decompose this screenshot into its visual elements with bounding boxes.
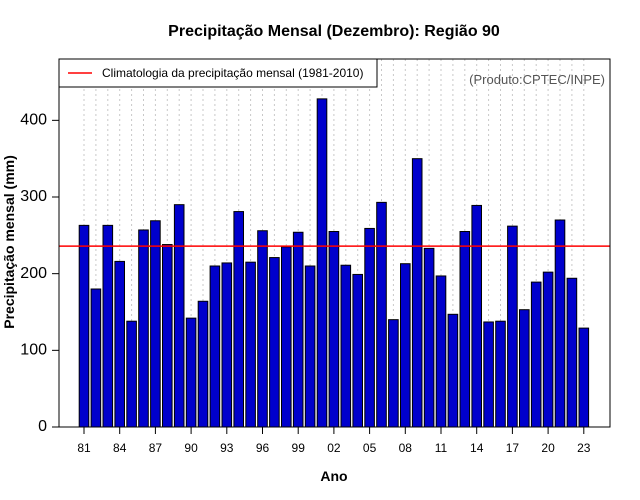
bar-1994 <box>233 211 244 428</box>
bar-2008 <box>400 263 411 428</box>
x-tick-label: 81 <box>77 441 91 455</box>
bar-2010 <box>423 247 435 428</box>
x-tick-label: 23 <box>577 441 591 455</box>
product-credit: (Produto:CPTEC/INPE) <box>469 72 605 87</box>
y-tick-label: 400 <box>20 112 47 129</box>
bar-1990 <box>185 317 197 428</box>
bar-2005 <box>364 227 375 428</box>
x-axis: 81 84 87 90 93 96 99 02 05 08 11 14 17 20 23 <box>77 427 591 455</box>
bar-1988 <box>162 244 173 428</box>
bar-2000 <box>304 265 316 428</box>
bar-1986 <box>138 229 149 428</box>
x-tick-label: 14 <box>470 441 484 455</box>
x-tick-label: 17 <box>506 441 520 455</box>
bar-1997 <box>269 257 280 428</box>
x-axis-label: Ano <box>320 468 347 484</box>
y-tick-label: 0 <box>38 418 47 435</box>
bar-2019 <box>530 281 542 428</box>
bar-2014 <box>471 204 482 428</box>
bar-1995 <box>245 261 256 428</box>
chart-title: Precipitação Mensal (Dezembro): Região 9… <box>168 23 500 40</box>
bar-1984 <box>114 260 126 428</box>
bar-2017 <box>507 225 518 428</box>
legend-box <box>58 58 378 88</box>
bar-2015 <box>483 321 494 428</box>
y-axis: 0 100 200 300 400 <box>20 112 59 435</box>
bar-series <box>78 98 590 428</box>
x-tick-label: 96 <box>256 441 270 455</box>
bar-2016 <box>495 320 506 428</box>
y-axis-label: Precipitação mensal (mm) <box>1 155 17 329</box>
bar-2011 <box>435 275 447 428</box>
bar-2018 <box>519 309 530 428</box>
bar-1993 <box>221 262 233 428</box>
bar-2023 <box>578 327 590 428</box>
y-tick-label: 200 <box>20 265 47 282</box>
bar-1983 <box>102 224 114 428</box>
bar-1999 <box>292 231 304 428</box>
bar-1987 <box>150 220 161 428</box>
bar-2007 <box>388 319 399 428</box>
y-tick-label: 300 <box>20 188 47 205</box>
x-tick-label: 87 <box>149 441 163 455</box>
bar-1998 <box>281 246 292 428</box>
x-tick-label: 11 <box>435 441 448 455</box>
bar-2020 <box>542 271 554 428</box>
bar-1989 <box>173 204 185 428</box>
x-tick-label: 90 <box>184 441 198 455</box>
y-tick-label: 100 <box>20 342 47 359</box>
x-tick-label: 05 <box>363 441 377 455</box>
x-tick-label: 20 <box>541 441 555 455</box>
bar-2022 <box>566 277 578 428</box>
x-tick-label: 08 <box>399 441 413 455</box>
x-tick-label: 99 <box>292 441 306 455</box>
bar-2009 <box>411 158 423 428</box>
bar-2012 <box>447 313 459 428</box>
bar-1981 <box>78 224 90 428</box>
bar-2001 <box>316 98 328 428</box>
bar-2004 <box>352 273 363 428</box>
bar-2021 <box>554 219 566 428</box>
bar-2002 <box>328 231 340 428</box>
legend: Climatologia da precipitação mensal (198… <box>58 58 378 88</box>
bar-1996 <box>257 230 268 428</box>
bar-2013 <box>459 231 471 428</box>
bar-1991 <box>197 300 209 428</box>
x-tick-label: 02 <box>327 441 341 455</box>
x-tick-label: 93 <box>220 441 234 455</box>
bar-1982 <box>90 288 102 428</box>
bar-1985 <box>126 320 137 428</box>
bar-2003 <box>340 264 352 428</box>
bar-1992 <box>209 265 221 428</box>
legend-label-climatology: Climatologia da precipitação mensal (198… <box>102 66 363 80</box>
x-tick-label: 84 <box>113 441 127 455</box>
bar-2006 <box>376 201 387 428</box>
